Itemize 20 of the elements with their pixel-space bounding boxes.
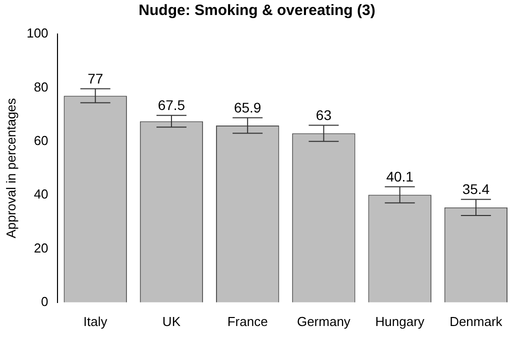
x-tick-label: Denmark bbox=[450, 314, 503, 329]
y-axis-title: Approval in percentages bbox=[3, 98, 18, 238]
data-label: 63 bbox=[316, 107, 332, 124]
data-label: 65.9 bbox=[234, 100, 262, 116]
y-tick-label: 60 bbox=[34, 132, 48, 148]
y-tick-label: 20 bbox=[34, 240, 48, 256]
data-label: 40.1 bbox=[386, 168, 414, 185]
x-tick-label: Hungary bbox=[375, 314, 425, 329]
x-tick-label: Germany bbox=[296, 314, 351, 329]
y-tick-label: 80 bbox=[34, 79, 48, 94]
data-label: 35.4 bbox=[462, 181, 490, 198]
y-tick-label: 0 bbox=[41, 294, 48, 309]
y-tick-label: 100 bbox=[26, 26, 48, 41]
data-label: 67.5 bbox=[158, 97, 186, 114]
x-tick-label: Italy bbox=[83, 314, 108, 329]
x-tick-label: UK bbox=[162, 314, 181, 329]
chart-title: Nudge: Smoking & overeating (3) bbox=[138, 2, 376, 20]
y-tick-label: 40 bbox=[34, 186, 48, 202]
data-label: 77 bbox=[88, 70, 104, 87]
x-tick-label: France bbox=[227, 314, 268, 329]
